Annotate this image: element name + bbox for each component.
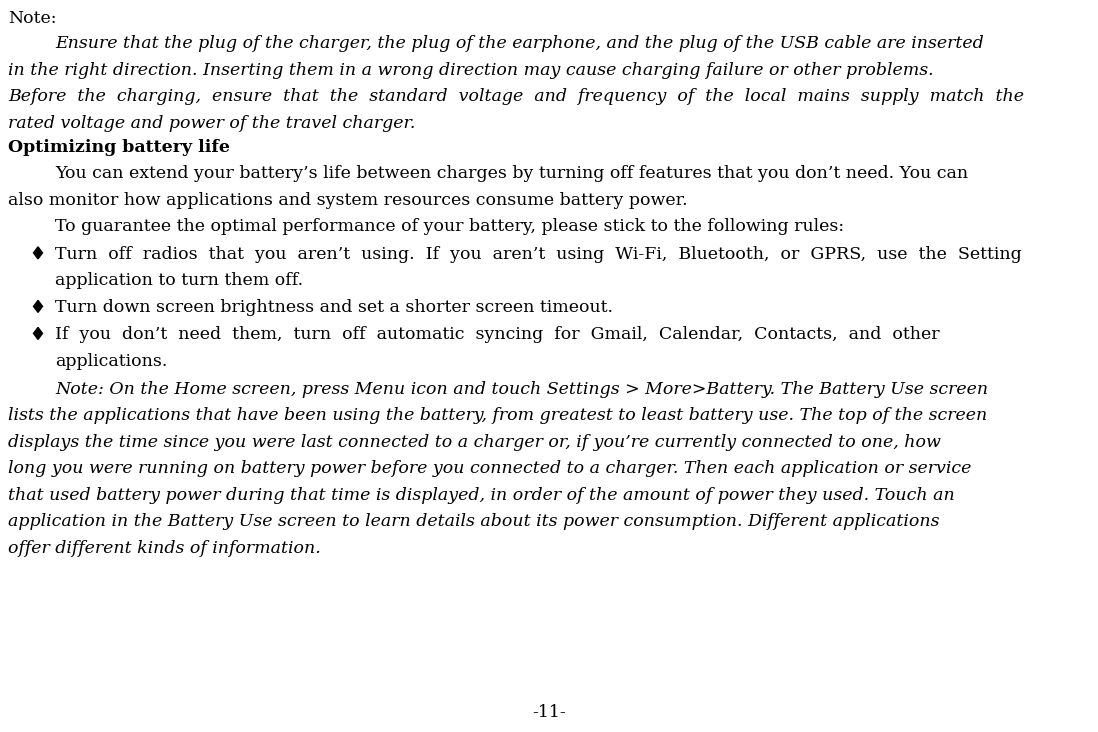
Text: applications.: applications. xyxy=(55,353,167,370)
Text: displays the time since you were last connected to a charger or, if you’re curre: displays the time since you were last co… xyxy=(8,434,941,451)
Text: Optimizing battery life: Optimizing battery life xyxy=(8,138,229,155)
Text: Ensure that the plug of the charger, the plug of the earphone, and the plug of t: Ensure that the plug of the charger, the… xyxy=(55,35,984,52)
Text: -11-: -11- xyxy=(533,704,565,721)
Polygon shape xyxy=(34,300,43,313)
Text: in the right direction. Inserting them in a wrong direction may cause charging f: in the right direction. Inserting them i… xyxy=(8,61,933,78)
Text: long you were running on battery power before you connected to a charger. Then e: long you were running on battery power b… xyxy=(8,460,972,477)
Text: offer different kinds of information.: offer different kinds of information. xyxy=(8,539,321,557)
Text: application in the Battery Use screen to learn details about its power consumpti: application in the Battery Use screen to… xyxy=(8,513,940,530)
Text: lists the applications that have been using the battery, from greatest to least : lists the applications that have been us… xyxy=(8,407,987,425)
Text: Before  the  charging,  ensure  that  the  standard  voltage  and  frequency  of: Before the charging, ensure that the sta… xyxy=(8,88,1024,105)
Text: You can extend your battery’s life between charges by turning off features that : You can extend your battery’s life betwe… xyxy=(55,165,968,182)
Polygon shape xyxy=(34,327,43,340)
Text: Note: On the Home screen, press Menu icon and touch Settings > More>Battery. The: Note: On the Home screen, press Menu ico… xyxy=(55,381,988,397)
Text: Turn  off  radios  that  you  aren’t  using.  If  you  aren’t  using  Wi-Fi,  Bl: Turn off radios that you aren’t using. I… xyxy=(55,246,1022,263)
Text: also monitor how applications and system resources consume battery power.: also monitor how applications and system… xyxy=(8,192,687,209)
Polygon shape xyxy=(34,247,43,259)
Text: application to turn them off.: application to turn them off. xyxy=(55,272,303,289)
Text: that used battery power during that time is displayed, in order of the amount of: that used battery power during that time… xyxy=(8,487,955,504)
Text: Turn down screen brightness and set a shorter screen timeout.: Turn down screen brightness and set a sh… xyxy=(55,299,613,316)
Text: If  you  don’t  need  them,  turn  off  automatic  syncing  for  Gmail,  Calenda: If you don’t need them, turn off automat… xyxy=(55,326,940,343)
Text: Note:: Note: xyxy=(8,10,56,27)
Text: rated voltage and power of the travel charger.: rated voltage and power of the travel ch… xyxy=(8,115,415,132)
Text: To guarantee the optimal performance of your battery, please stick to the follow: To guarantee the optimal performance of … xyxy=(55,218,844,235)
